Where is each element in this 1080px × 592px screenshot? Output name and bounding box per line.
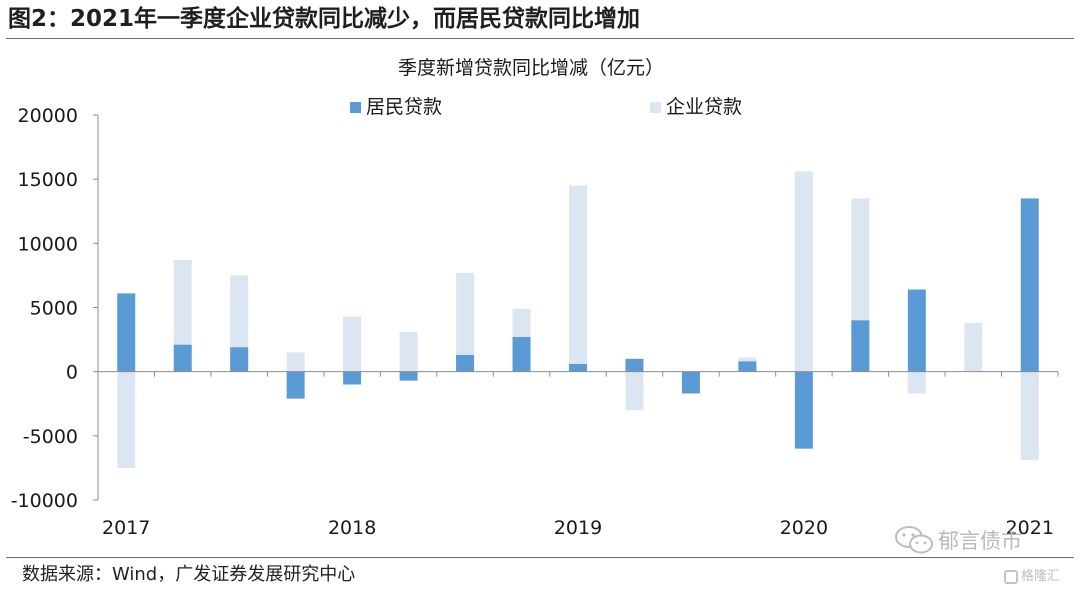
y-tick-label: 0: [66, 362, 78, 384]
y-tick-label: 15000: [18, 169, 78, 191]
x-tick-label: 2020: [780, 517, 828, 539]
bar-corporate-2017Q1: [117, 371, 136, 468]
figure-title: 图2：2021年一季度企业贷款同比减少，而居民贷款同比增加: [8, 6, 641, 32]
bar-residential-2017Q3: [230, 347, 249, 372]
bar-residential-2019Q3: [681, 371, 700, 394]
corner-logo: 格隆汇: [1004, 566, 1060, 588]
watermark-text: 郁言债市: [938, 529, 1022, 553]
bar-residential-2018Q2: [399, 371, 418, 381]
bar-corporate-2018Q2: [399, 331, 418, 372]
bar-corporate-2019Q2: [625, 371, 644, 411]
x-tick-label: 2018: [328, 517, 376, 539]
bars: [117, 171, 1039, 468]
y-tick-label: 20000: [18, 105, 78, 127]
wechat-icon: [895, 526, 933, 554]
top-rule: [6, 38, 1074, 39]
chart-title: 季度新增贷款同比增减（亿元）: [398, 57, 664, 79]
legend: 居民贷款 企业贷款: [350, 96, 742, 118]
bar-residential-2019Q4: [738, 361, 757, 372]
bar-residential-2017Q1: [117, 293, 136, 372]
watermark: 郁言债市: [894, 525, 1070, 555]
bar-residential-2019Q2: [625, 358, 644, 372]
x-axis: 2017 2018 2019 2020 2021: [97, 371, 1059, 539]
y-tick-label: 5000: [30, 298, 78, 320]
bar-residential-2018Q1: [343, 371, 362, 385]
legend-label-corporate: 企业贷款: [666, 96, 742, 118]
bar-corporate-2018Q1: [343, 316, 362, 372]
y-tick-label: -5000: [23, 426, 78, 448]
bar-residential-2019Q1: [569, 363, 587, 372]
corner-logo-text: 格隆汇: [1021, 569, 1061, 584]
bar-chart: 季度新增贷款同比增减（亿元） 居民贷款 企业贷款 -10000 -5000 0 500…: [11, 57, 1059, 539]
bar-corporate-2017Q2: [173, 260, 192, 372]
bar-corporate-2021Q1: [1020, 371, 1039, 461]
bar-residential-2020Q1: [794, 371, 813, 449]
legend-swatch-corporate: [650, 102, 661, 113]
legend-swatch-residential: [350, 102, 361, 113]
bar-corporate-2017Q4: [286, 352, 305, 372]
bar-corporate-2018Q3: [456, 272, 475, 372]
bar-residential-2017Q2: [173, 344, 192, 372]
x-tick-label: 2017: [102, 517, 150, 539]
bar-corporate-2020Q4: [964, 322, 983, 372]
bottom-rule: [6, 557, 1074, 558]
bar-residential-2020Q3: [907, 289, 926, 372]
bar-corporate-2019Q1: [569, 185, 587, 372]
bar-corporate-2020Q3: [907, 371, 926, 394]
source-note: 数据来源：Wind，广发证券发展研究中心: [22, 564, 356, 585]
x-tick-label: 2019: [554, 517, 602, 539]
y-tick-label: -10000: [11, 490, 78, 512]
y-axis: -10000 -5000 0 5000 10000 15000 20000: [11, 105, 99, 512]
y-tick-label: 10000: [18, 233, 78, 255]
x-tick-label: 2021: [1006, 517, 1054, 539]
bar-residential-2021Q1: [1020, 198, 1039, 372]
bar-residential-2017Q4: [286, 371, 305, 399]
bar-corporate-2020Q1: [794, 171, 813, 372]
bar-residential-2020Q2: [851, 320, 870, 372]
bar-residential-2018Q3: [456, 354, 475, 372]
bar-residential-2018Q4: [512, 337, 531, 372]
legend-label-residential: 居民贷款: [366, 96, 442, 118]
gelonghui-logo-icon: [1004, 570, 1018, 584]
